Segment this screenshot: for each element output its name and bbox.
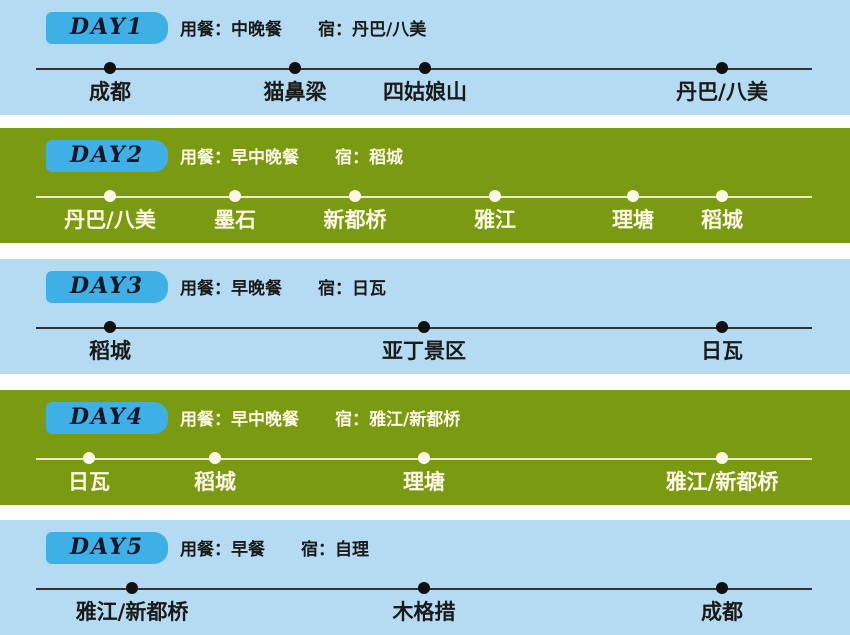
meal-info: 用餐：早中晚餐 — [180, 148, 299, 168]
route-line — [36, 196, 812, 198]
stop-label: 猫鼻梁 — [263, 80, 327, 104]
stop-dot — [627, 190, 639, 202]
day-badge-label: DAY3 — [70, 273, 145, 299]
stop-dot — [489, 190, 501, 202]
day-badge: DAY5 — [46, 532, 168, 564]
stop-label: 雅江 — [474, 208, 516, 232]
day-info: 用餐：早中晚餐 宿：稻城 — [180, 143, 403, 168]
stop-label: 日瓦 — [701, 339, 743, 363]
stop-dot — [289, 62, 301, 74]
day-section: DAY2 用餐：早中晚餐 宿：稻城 丹巴/八美 墨石 新都桥 雅江 理塘 稻城 — [0, 128, 850, 243]
stop-dot — [716, 452, 728, 464]
stop-label: 成都 — [701, 600, 743, 624]
day-info: 用餐：中晚餐 宿：丹巴/八美 — [180, 15, 426, 40]
stop-dot — [104, 321, 116, 333]
stop-label: 日瓦 — [68, 470, 110, 494]
stop-label: 成都 — [89, 80, 131, 104]
stop-dot — [716, 321, 728, 333]
stop-dot — [716, 582, 728, 594]
stop-label: 稻城 — [701, 208, 743, 232]
stop-label: 稻城 — [89, 339, 131, 363]
day-badge: DAY2 — [46, 140, 168, 172]
lodging-info: 宿：自理 — [301, 540, 369, 560]
stop-dot — [716, 190, 728, 202]
meal-info: 用餐：中晚餐 — [180, 20, 282, 40]
day-badge-label: DAY5 — [70, 534, 145, 560]
day-badge-label: DAY4 — [70, 404, 145, 430]
day-badge: DAY1 — [46, 12, 168, 44]
stop-dot — [229, 190, 241, 202]
stop-label: 丹巴/八美 — [64, 208, 156, 232]
day-badge-label: DAY2 — [70, 142, 145, 168]
lodging-info: 宿：日瓦 — [318, 279, 386, 299]
day-badge: DAY3 — [46, 271, 168, 303]
day-section: DAY4 用餐：早中晚餐 宿：雅江/新都桥 日瓦 稻城 理塘 雅江/新都桥 — [0, 390, 850, 505]
day-section: DAY5 用餐：早餐 宿：自理 雅江/新都桥 木格措 成都 — [0, 520, 850, 635]
lodging-info: 宿：丹巴/八美 — [318, 20, 427, 40]
stop-dot — [716, 62, 728, 74]
stop-label: 雅江/新都桥 — [75, 600, 189, 624]
stop-label: 墨石 — [214, 208, 256, 232]
stop-label: 稻城 — [194, 470, 236, 494]
stop-dot — [349, 190, 361, 202]
stop-label: 理塘 — [403, 470, 445, 494]
lodging-info: 宿：雅江/新都桥 — [335, 410, 461, 430]
day-badge: DAY4 — [46, 402, 168, 434]
stop-label: 雅江/新都桥 — [665, 470, 779, 494]
stop-dot — [104, 62, 116, 74]
day-section: DAY3 用餐：早晚餐 宿：日瓦 稻城 亚丁景区 日瓦 — [0, 259, 850, 374]
meal-info: 用餐：早中晚餐 — [180, 410, 299, 430]
stop-label: 新都桥 — [323, 208, 387, 232]
stop-label: 丹巴/八美 — [676, 80, 768, 104]
stop-label: 四姑娘山 — [383, 80, 467, 104]
stop-dot — [418, 582, 430, 594]
day-info: 用餐：早晚餐 宿：日瓦 — [180, 274, 386, 299]
lodging-info: 宿：稻城 — [335, 148, 403, 168]
day-info: 用餐：早中晚餐 宿：雅江/新都桥 — [180, 405, 460, 430]
stop-dot — [126, 582, 138, 594]
stop-label: 亚丁景区 — [382, 339, 466, 363]
day-badge-label: DAY1 — [70, 14, 145, 40]
meal-info: 用餐：早晚餐 — [180, 279, 282, 299]
stop-dot — [419, 62, 431, 74]
day-section: DAY1 用餐：中晚餐 宿：丹巴/八美 成都 猫鼻梁 四姑娘山 丹巴/八美 — [0, 0, 850, 115]
stop-dot — [418, 452, 430, 464]
stop-dot — [104, 190, 116, 202]
stop-label: 理塘 — [612, 208, 654, 232]
stop-dot — [418, 321, 430, 333]
stop-label: 木格措 — [392, 600, 456, 624]
meal-info: 用餐：早餐 — [180, 540, 265, 560]
stop-dot — [83, 452, 95, 464]
stop-dot — [209, 452, 221, 464]
day-info: 用餐：早餐 宿：自理 — [180, 535, 369, 560]
